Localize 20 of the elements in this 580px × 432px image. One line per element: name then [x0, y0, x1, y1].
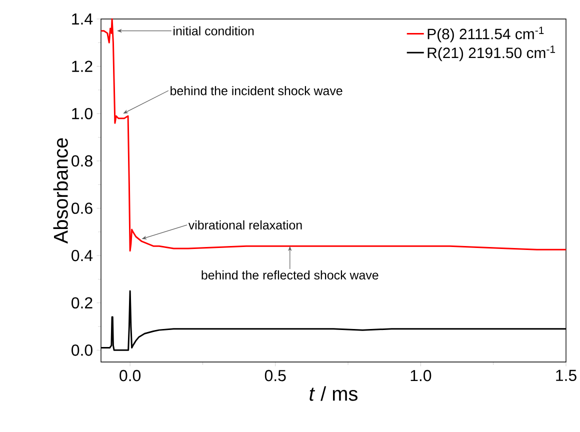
y-tick-label: 0.4	[72, 250, 93, 262]
annotation: behind the incident shock wave	[170, 86, 342, 96]
y-tick-label: 0.6	[72, 202, 92, 214]
x-axis-title: t / ms	[310, 386, 358, 401]
y-axis-title: Absorbance	[53, 138, 68, 244]
y-tick-label: 1.0	[72, 108, 92, 120]
y-tick-label: 0.8	[72, 155, 92, 167]
x-tick-label: 1.5	[556, 370, 576, 382]
x-tick-label: 1.0	[410, 370, 432, 382]
y-tick-label: 1.2	[72, 60, 92, 72]
annotation: vibrational relaxation	[188, 220, 302, 230]
annotation: behind the reflected shock wave	[202, 270, 378, 280]
x-tick-label: 0.0	[120, 370, 141, 382]
x-tick-label: 0.5	[264, 370, 286, 382]
legend-label: P(8) 2111.54 cm$^{-1}$	[428, 26, 544, 42]
y-tick-label: 0.0	[72, 344, 92, 356]
legend-label: R(21) 2191.50 cm$^{-1}$	[428, 46, 556, 62]
annotation: initial condition	[174, 26, 254, 36]
y-tick-label: 0.2	[72, 297, 92, 309]
y-tick-label: 1.4	[72, 14, 93, 24]
